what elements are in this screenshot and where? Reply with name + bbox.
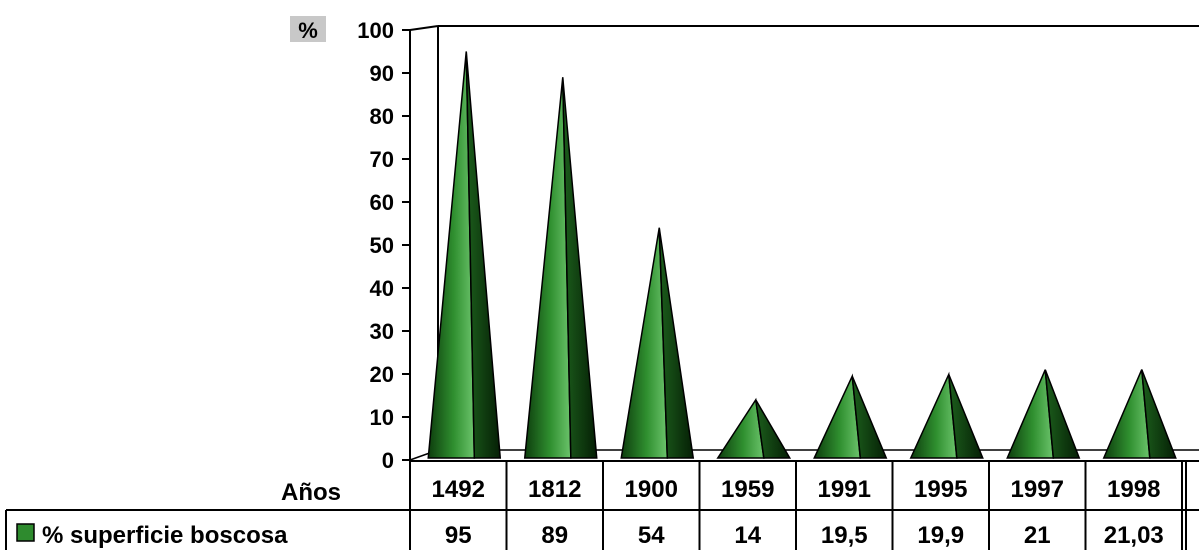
cone-shadow-face <box>851 375 888 459</box>
y-tick-label: 50 <box>370 233 394 258</box>
cone-bar <box>813 373 888 459</box>
data-value-label: 21,03 <box>1104 522 1164 549</box>
plot-frame <box>409 25 1199 461</box>
cone-bar <box>909 371 984 459</box>
cone-shadow-face <box>948 374 984 459</box>
y-tick-label: 30 <box>370 319 394 344</box>
unit-label-box <box>290 16 326 42</box>
cone-bar <box>1102 369 1177 459</box>
unit-label: % <box>298 18 318 43</box>
y-tick-label: 60 <box>370 190 394 215</box>
cone-bar <box>716 397 792 459</box>
data-value-label: 14 <box>734 522 761 549</box>
cone-series <box>427 51 1177 459</box>
cone-shadow-face <box>1141 369 1177 459</box>
y-tick-label: 100 <box>357 18 394 43</box>
y-tick-label: 0 <box>382 448 394 473</box>
data-value-label: 21 <box>1024 522 1051 549</box>
cone-bar <box>523 77 598 459</box>
series-name: % superficie boscosa <box>42 522 288 549</box>
x-category-label: 1991 <box>818 476 871 503</box>
cone-shadow-face <box>1044 369 1081 459</box>
y-tick-label: 20 <box>370 362 394 387</box>
y-tick-label: 80 <box>370 104 394 129</box>
data-table: Años % superficie boscosa 1492 1812 1900 19… <box>5 460 1199 550</box>
cone-shadow-face <box>755 399 792 459</box>
cone-bar <box>427 51 502 459</box>
x-category-label: 1492 <box>432 476 485 503</box>
data-value-label: 89 <box>541 522 568 549</box>
cone-shadow-face <box>658 227 695 459</box>
x-category-label: 1812 <box>528 476 581 503</box>
x-category-label: 1959 <box>721 476 774 503</box>
x-axis-title: Años <box>281 479 341 506</box>
y-tick-label: 10 <box>370 405 394 430</box>
y-tick-label: 70 <box>370 147 394 172</box>
x-category-label: 1900 <box>625 476 678 503</box>
cone-shadow-face <box>465 51 502 459</box>
y-axis: % 0 10 20 30 40 50 60 70 80 90 100 <box>290 16 410 473</box>
wall-top-depth-edge <box>409 25 439 31</box>
data-value-label: 19,9 <box>917 522 964 549</box>
y-tick-label: 40 <box>370 276 394 301</box>
x-category-label: 1998 <box>1107 476 1160 503</box>
cone-bar <box>620 227 695 459</box>
y-tick-label: 90 <box>370 61 394 86</box>
data-value-label: 54 <box>638 522 665 549</box>
legend-swatch <box>16 523 35 542</box>
x-category-label: 1997 <box>1011 476 1064 503</box>
cone-bar <box>1006 369 1081 459</box>
data-value-label: 95 <box>445 522 472 549</box>
cone-shadow-face <box>562 77 598 459</box>
data-value-label: 19,5 <box>821 522 868 549</box>
x-category-label: 1995 <box>914 476 967 503</box>
